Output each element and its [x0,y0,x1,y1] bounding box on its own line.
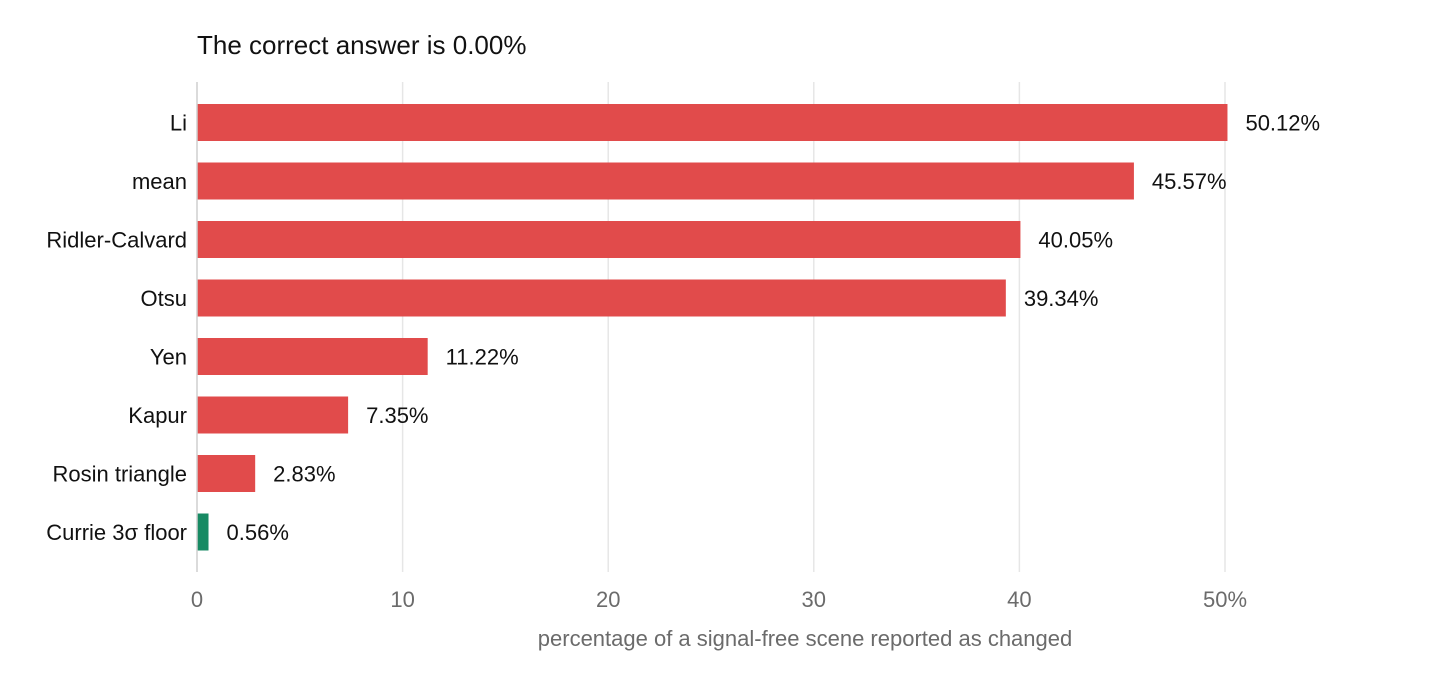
bar [197,279,1006,317]
value-label: 50.12% [1245,111,1320,136]
x-tick-label: 10 [390,587,414,612]
value-label: 39.34% [1024,286,1099,311]
bar [197,104,1228,141]
category-label: Otsu [141,286,187,311]
x-tick-label: 50% [1203,587,1247,612]
category-label: Currie 3σ floor [46,520,187,545]
value-label: 11.22% [446,345,519,370]
value-labels: 50.12% 45.57% 40.05% 39.34% 11.22% 7.35% 2.83%… [227,111,1321,546]
category-label: mean [132,169,187,194]
bar [197,221,1021,258]
bar [197,396,349,434]
x-axis-label: percentage of a signal-free scene report… [538,626,1072,651]
value-label: 7.35% [366,403,428,428]
bar [197,162,1134,200]
x-tick-label: 20 [596,587,620,612]
category-label: Yen [150,345,187,370]
value-label: 2.83% [273,462,335,487]
chart-title: The correct answer is 0.00% [197,30,526,60]
x-tick-label: 30 [802,587,826,612]
gridlines [401,82,1226,572]
value-label: 45.57% [1152,169,1227,194]
x-tick-label: 40 [1007,587,1031,612]
category-label: Ridler-Calvard [46,228,187,253]
x-tick-labels: 0 10 20 30 40 50% [191,587,1247,612]
value-label: 0.56% [227,520,289,545]
bar [197,338,428,375]
category-label: Kapur [128,403,187,428]
category-label: Rosin triangle [52,462,187,487]
value-label: 40.05% [1038,228,1113,253]
bar [197,455,256,492]
category-labels: Li mean Ridler-Calvard Otsu Yen Kapur Rosin tr… [46,111,187,546]
x-tick-label: 0 [191,587,203,612]
category-label: Li [170,111,187,136]
bars [197,104,1228,551]
bar [197,513,209,551]
